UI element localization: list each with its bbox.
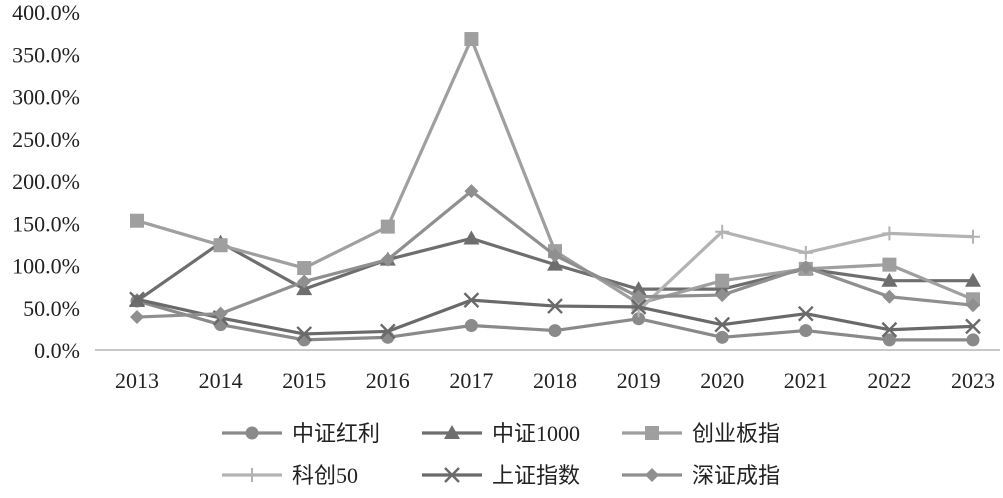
data-point (379, 323, 396, 340)
y-tick-label: 300.0% (12, 85, 80, 110)
data-point (632, 312, 646, 326)
y-tick-label: 250.0% (12, 127, 80, 152)
data-point (380, 252, 395, 267)
data-point (715, 330, 729, 344)
legend-item: 创业板指 (622, 421, 780, 446)
y-tick-label: 400.0% (12, 0, 80, 25)
series-plus (631, 224, 980, 318)
x-axis: 2013 2014 2015 2016 2017 2018 2019 2020 2021 2022… (95, 349, 1000, 393)
series-diamond (130, 184, 980, 325)
data-point (965, 272, 981, 287)
x-tick-label: 2022 (867, 368, 911, 393)
x-tick-label: 2020 (700, 368, 744, 393)
data-point (881, 272, 898, 287)
legend-item: 中证红利 (222, 421, 380, 446)
data-point (966, 298, 980, 313)
data-point (547, 298, 563, 314)
data-point (297, 274, 312, 289)
x-tick-label: 2013 (115, 368, 159, 393)
legend-label: 上证指数 (492, 463, 580, 488)
data-point (464, 32, 479, 47)
data-point (130, 213, 144, 228)
data-point (548, 324, 562, 338)
data-point (296, 326, 313, 342)
x-tick-label: 2018 (533, 368, 577, 393)
data-point (882, 226, 897, 241)
legend-label: 中证红利 (292, 421, 380, 446)
data-point (882, 257, 897, 272)
data-point (213, 306, 228, 321)
data-point (464, 184, 479, 199)
data-point (380, 219, 395, 234)
y-tick-label: 100.0% (12, 254, 80, 279)
legend-swatch-marker (245, 468, 259, 482)
legend-item: 上证指数 (422, 463, 580, 488)
data-point (881, 321, 898, 338)
data-point (464, 318, 478, 332)
legend-label: 深证成指 (692, 463, 780, 488)
data-point (297, 261, 312, 276)
legend-swatch-marker (645, 468, 659, 482)
data-point (882, 289, 897, 304)
legend-item: 中证1000 (422, 421, 580, 446)
legend-label: 创业板指 (692, 421, 780, 446)
x-tick-label: 2023 (951, 368, 995, 393)
data-point (548, 248, 562, 263)
data-point (965, 318, 981, 335)
data-point (630, 281, 647, 296)
x-tick-label: 2015 (282, 368, 326, 393)
data-point (798, 260, 813, 275)
legend-label: 科创50 (292, 463, 358, 488)
legend-item: 深证成指 (622, 463, 780, 488)
data-point (463, 292, 480, 308)
data-point (547, 256, 563, 271)
data-point (130, 310, 144, 325)
y-tick-label: 0.0% (34, 338, 80, 363)
data-point (715, 273, 730, 288)
y-tick-label: 350.0% (12, 42, 80, 67)
y-tick-label: 200.0% (12, 169, 80, 194)
series-x (129, 291, 981, 342)
x-tick-label: 2019 (617, 368, 661, 393)
x-tick-label: 2021 (784, 368, 828, 393)
legend-swatch-marker (245, 426, 259, 440)
data-point (798, 245, 813, 260)
data-point (715, 288, 730, 303)
data-point (129, 291, 145, 308)
data-point (797, 305, 814, 322)
data-point (630, 299, 647, 315)
data-point (714, 316, 731, 333)
data-point (463, 230, 480, 245)
series-layer (129, 32, 981, 347)
data-point (882, 333, 896, 347)
legend-label: 中证1000 (492, 421, 580, 446)
y-axis: 0.0% 50.0% 100.0% 150.0% 200.0% 250.0% 300.0% 3… (12, 0, 80, 363)
x-tick-label: 2016 (366, 368, 410, 393)
y-tick-label: 150.0% (12, 211, 80, 236)
legend-swatch-marker (444, 467, 460, 483)
data-point (715, 224, 730, 239)
data-point (799, 324, 813, 338)
legend-swatch-marker (645, 426, 659, 440)
data-point (966, 229, 980, 244)
legend-item: 科创50 (222, 463, 358, 488)
x-tick-label: 2017 (449, 368, 493, 393)
x-tick-label: 2014 (199, 368, 243, 393)
data-point (631, 289, 646, 304)
legend-swatch-marker (444, 425, 460, 439)
data-point (966, 333, 980, 347)
y-tick-label: 50.0% (23, 296, 80, 321)
series-circle (130, 294, 980, 347)
data-point (213, 238, 228, 253)
